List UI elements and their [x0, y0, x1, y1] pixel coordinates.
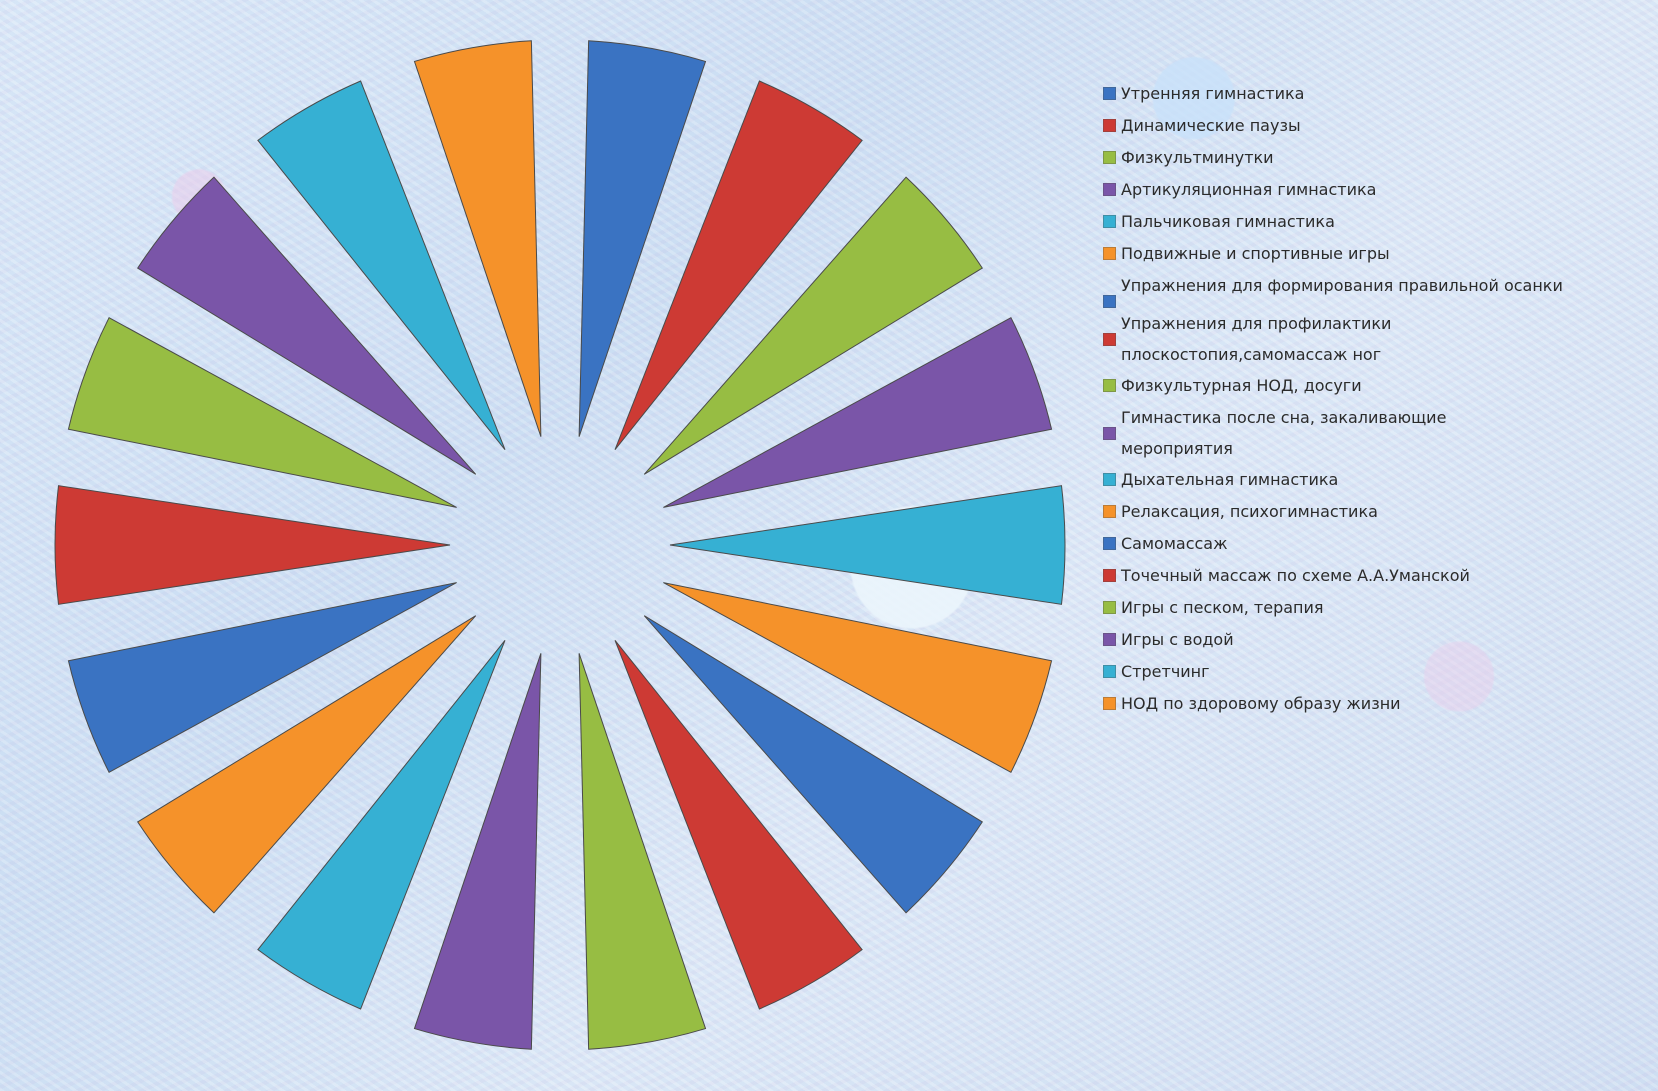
legend-swatch: [1103, 601, 1116, 614]
legend-item: НОД по здоровому образу жизни: [1103, 688, 1648, 720]
legend-item: Стретчинг: [1103, 656, 1648, 688]
pie-slice: [257, 639, 506, 1010]
legend-swatch: [1103, 505, 1116, 518]
legend-swatch: [1103, 473, 1116, 486]
legend-swatch: [1103, 119, 1116, 132]
pie-slice: [669, 485, 1066, 605]
legend-item: Гимнастика после сна, закаливающие мероп…: [1103, 402, 1648, 464]
legend-label: Точечный массаж по схеме А.А.Уманской: [1121, 566, 1470, 585]
legend-swatch: [1103, 633, 1116, 646]
legend-swatch: [1103, 215, 1116, 228]
legend-item: Физкультурная НОД, досуги: [1103, 370, 1648, 402]
pie-slice: [67, 582, 457, 773]
pie-slice: [413, 653, 542, 1050]
legend-label: Физкультминутки: [1121, 148, 1274, 167]
legend-label: Утренняя гимнастика: [1121, 84, 1305, 103]
legend-item: Пальчиковая гимнастика: [1103, 206, 1648, 238]
legend-item: Артикуляционная гимнастика: [1103, 174, 1648, 206]
pie-slice: [663, 317, 1053, 508]
pie-slice: [136, 176, 477, 475]
legend-label: Стретчинг: [1121, 662, 1210, 681]
legend-item: Точечный массаж по схеме А.А.Уманской: [1103, 560, 1648, 592]
pie-slice: [136, 615, 477, 914]
legend-item: Динамические паузы: [1103, 110, 1648, 142]
pie-slice: [643, 176, 984, 475]
legend-label: Упражнения для формирования правильной о…: [1121, 276, 1563, 295]
pie-slice: [257, 80, 506, 451]
pie-slice: [643, 615, 984, 914]
legend-swatch: [1103, 333, 1116, 346]
legend-item: Подвижные и спортивные игры: [1103, 238, 1648, 270]
legend-label: Физкультурная НОД, досуги: [1121, 376, 1362, 395]
legend-item: Упражнения для формирования правильной о…: [1103, 270, 1648, 308]
legend-label: Релаксация, психогимнастика: [1121, 502, 1378, 521]
legend-label: Самомассаж: [1121, 534, 1228, 553]
legend-label: Дыхательная гимнастика: [1121, 470, 1339, 489]
legend-swatch: [1103, 665, 1116, 678]
legend-label: Упражнения для профилактики плоскостопия…: [1121, 314, 1392, 364]
legend-item: Упражнения для профилактики плоскостопия…: [1103, 308, 1648, 370]
pie-slice: [614, 80, 863, 451]
legend-label: Гимнастика после сна, закаливающие мероп…: [1121, 408, 1447, 458]
legend-label: НОД по здоровому образу жизни: [1121, 694, 1401, 713]
pie-slices: [54, 40, 1066, 1050]
legend-item: Игры с водой: [1103, 624, 1648, 656]
legend-swatch: [1103, 697, 1116, 710]
pie-slice: [663, 582, 1053, 773]
legend-label: Игры с водой: [1121, 630, 1234, 649]
legend-label: Динамические паузы: [1121, 116, 1301, 135]
legend-swatch: [1103, 295, 1116, 308]
legend-item: Утренняя гимнастика: [1103, 78, 1648, 110]
legend-label: Артикуляционная гимнастика: [1121, 180, 1377, 199]
pie-slice: [54, 485, 451, 605]
legend-swatch: [1103, 379, 1116, 392]
pie-slice: [578, 40, 707, 437]
pie-slice: [413, 40, 542, 437]
chart-legend: Утренняя гимнастика Динамические паузы Ф…: [1103, 78, 1648, 720]
legend-item: Игры с песком, терапия: [1103, 592, 1648, 624]
legend-swatch: [1103, 87, 1116, 100]
legend-swatch: [1103, 151, 1116, 164]
legend-label: Подвижные и спортивные игры: [1121, 244, 1390, 263]
pie-slice: [614, 639, 863, 1010]
legend-swatch: [1103, 569, 1116, 582]
legend-item: Релаксация, психогимнастика: [1103, 496, 1648, 528]
legend-swatch: [1103, 247, 1116, 260]
pie-slice: [67, 317, 457, 508]
legend-item: Физкультминутки: [1103, 142, 1648, 174]
legend-item: Самомассаж: [1103, 528, 1648, 560]
legend-label: Игры с песком, терапия: [1121, 598, 1324, 617]
legend-swatch: [1103, 537, 1116, 550]
legend-item: Дыхательная гимнастика: [1103, 464, 1648, 496]
legend-swatch: [1103, 183, 1116, 196]
legend-label: Пальчиковая гимнастика: [1121, 212, 1335, 231]
pie-slice: [578, 653, 707, 1050]
legend-swatch: [1103, 427, 1116, 440]
